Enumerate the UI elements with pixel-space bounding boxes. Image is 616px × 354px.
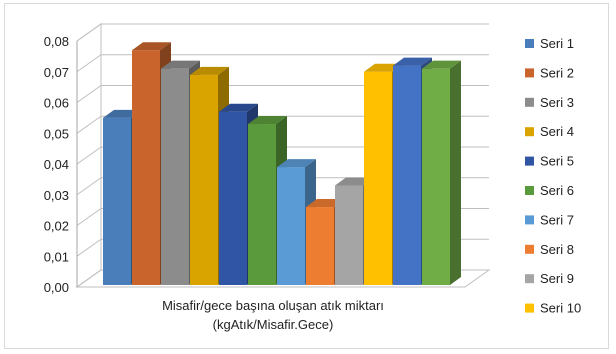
legend-swatch (525, 215, 534, 225)
legend-label: Seri 2 (540, 65, 574, 80)
legend-swatch (525, 127, 534, 137)
legend-swatch (525, 244, 534, 254)
legend-label: Seri 1 (540, 36, 574, 51)
legend-label: Seri 3 (540, 95, 574, 110)
x-axis-category-label: (kgAtık/Misafir.Gece) (213, 317, 334, 332)
gridline (76, 146, 489, 165)
bars (103, 42, 461, 286)
legend-item: Seri 1 (525, 36, 574, 51)
bar (422, 60, 461, 285)
legend-item: Seri 3 (525, 95, 574, 110)
y-tick-label: 0,02 (44, 219, 69, 234)
legend-label: Seri 4 (540, 124, 574, 139)
legend-item: Seri 8 (525, 242, 574, 257)
gridline (76, 23, 489, 42)
legend-swatch (525, 186, 534, 195)
chart-frame: 0,00 0,01 0,02 0,03 0,04 0,05 0,06 0,07 0,08 Mis… (4, 3, 609, 349)
legend-item: Seri 10 (525, 301, 581, 316)
legend-label: Seri 5 (540, 154, 574, 169)
legend-label: Seri 8 (540, 242, 574, 257)
legend-item: Seri 5 (525, 154, 574, 169)
y-tick-label: 0,03 (44, 188, 69, 203)
legend: Seri 1 Seri 2 Seri 3 Seri 4 Seri 5 Seri 6 Seri… (525, 36, 581, 316)
bar-chart: 0,00 0,01 0,02 0,03 0,04 0,05 0,06 0,07 0,08 Mis… (44, 23, 581, 332)
x-axis-category-label: Misafir/gece başına oluşan atık miktarı (162, 298, 384, 313)
y-tick-label: 0,00 (44, 280, 69, 295)
y-tick-label: 0,01 (44, 249, 69, 264)
legend-swatch (525, 97, 534, 107)
y-tick-label: 0,05 (44, 126, 69, 141)
legend-item: Seri 4 (525, 124, 574, 139)
legend-item: Seri 7 (525, 212, 574, 227)
legend-swatch (525, 156, 534, 166)
y-tick-label: 0,08 (44, 34, 69, 49)
legend-swatch (525, 68, 534, 78)
legend-label: Seri 9 (540, 271, 574, 286)
x-axis-label: Misafir/gece başına oluşan atık miktarı (… (162, 298, 384, 332)
legend-swatch (525, 39, 534, 48)
gridline (76, 85, 489, 103)
y-tick-label: 0,04 (44, 157, 69, 172)
gridline (76, 115, 489, 134)
legend-swatch (525, 274, 534, 284)
legend-label: Seri 6 (540, 183, 574, 198)
legend-swatch (525, 303, 534, 313)
legend-label: Seri 10 (540, 301, 581, 316)
legend-item: Seri 6 (525, 183, 574, 198)
legend-item: Seri 2 (525, 65, 574, 80)
gridlines (75, 23, 491, 288)
gridline (76, 54, 489, 73)
y-tick-label: 0,07 (44, 65, 69, 80)
y-axis: 0,00 0,01 0,02 0,03 0,04 0,05 0,06 0,07 0,08 (44, 34, 78, 295)
legend-label: Seri 7 (540, 212, 574, 227)
y-tick-label: 0,06 (44, 96, 69, 111)
legend-item: Seri 9 (525, 271, 574, 286)
